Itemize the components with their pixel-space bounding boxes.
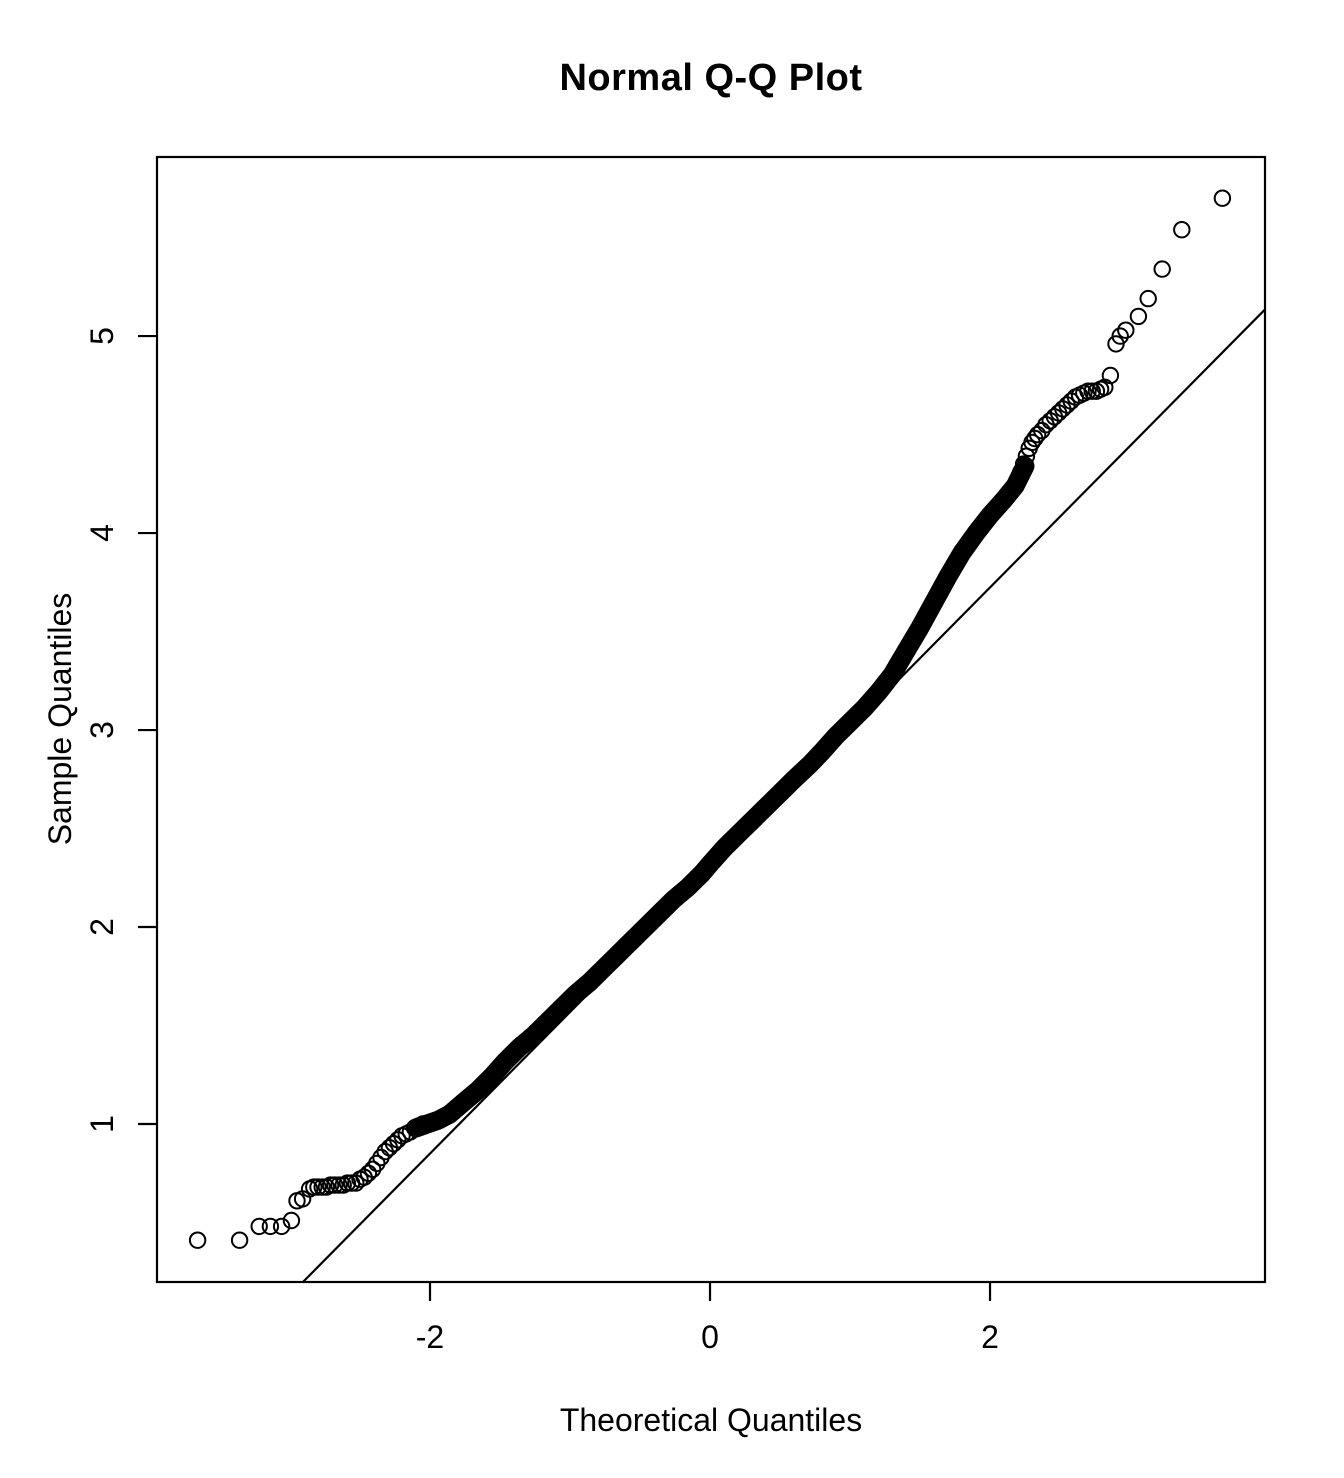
data-point [261,1217,280,1236]
data-point [282,1211,301,1230]
data-point [309,1178,327,1196]
data-point [1173,221,1191,239]
data-point [230,1231,249,1249]
plot-frame [155,155,1267,1284]
data-point-band [406,456,1035,1138]
x-axis-label: Theoretical Quantiles [559,1402,863,1438]
y-tick-label: 4 [84,524,120,542]
data-point [305,1178,323,1196]
data-point [1139,289,1157,308]
data-point [1111,327,1129,345]
data-point [330,1176,348,1194]
data-point [321,1176,340,1194]
x-tick-label: -2 [415,1319,445,1355]
data-point [1129,307,1148,326]
data-point [250,1217,268,1236]
data-point [414,1115,432,1133]
y-tick-label: 2 [84,918,120,936]
x-tick-label: 2 [981,1319,999,1355]
data-point [326,1176,344,1194]
data-point [1079,382,1097,400]
x-tick-label: 0 [701,1319,719,1355]
data-point [338,1174,357,1192]
data-point [1153,260,1171,278]
y-tick-label: 1 [84,1115,120,1133]
data-point [1083,382,1101,400]
data-point [1117,321,1135,339]
data-point [1213,189,1232,207]
data-point [1101,366,1120,385]
y-axis-label: Sample Quantiles [42,592,78,846]
y-tick-label: 3 [84,721,120,739]
data-point [313,1178,331,1196]
data-point [188,1231,207,1249]
chart-title: Normal Q-Q Plot [559,57,863,99]
data-point [1014,455,1033,473]
data-point [1012,463,1030,481]
data-point [272,1217,291,1236]
y-tick-label: 5 [84,327,120,345]
